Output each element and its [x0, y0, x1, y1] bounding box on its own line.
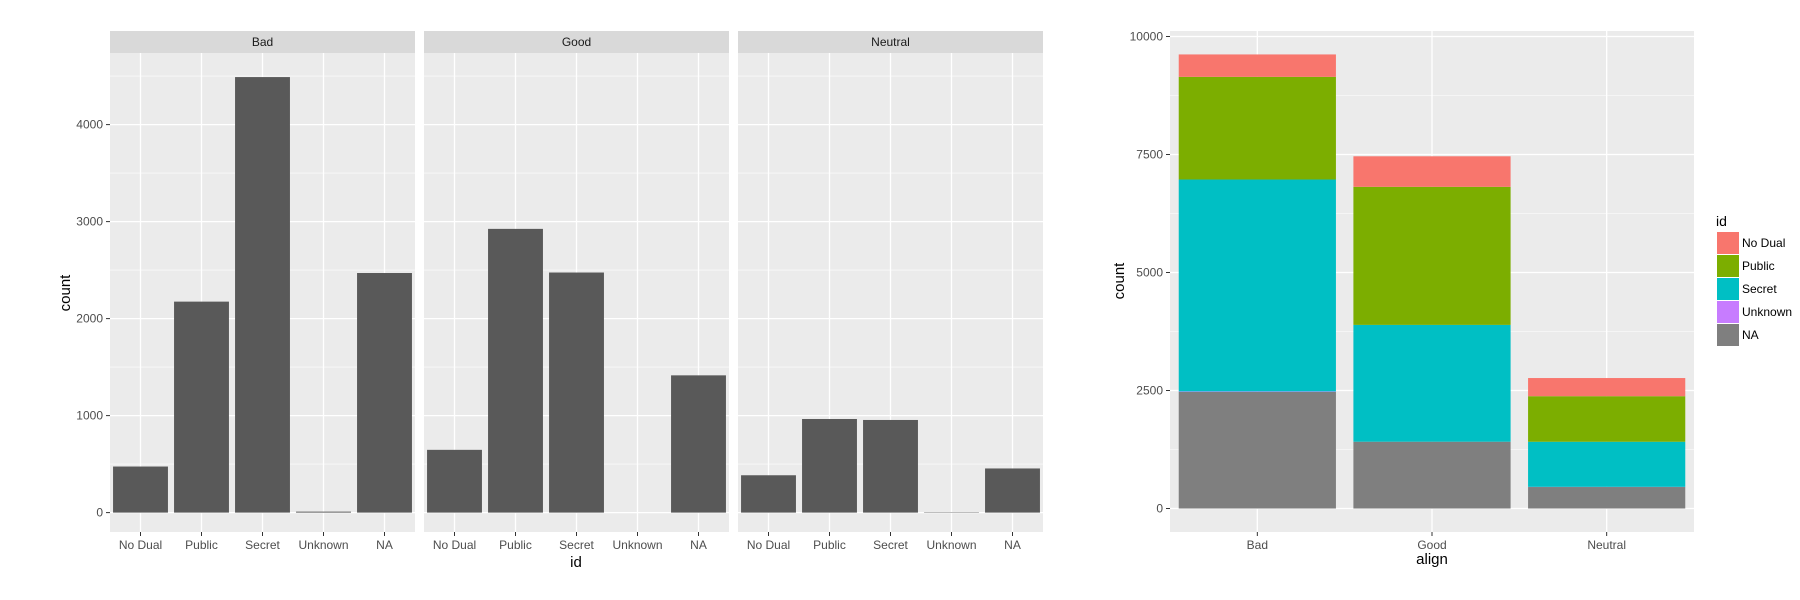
y-tick-label: 1000	[76, 409, 103, 423]
x-tick-label: Secret	[245, 538, 280, 552]
x-tick-label: Secret	[873, 538, 908, 552]
legend-key-secret	[1717, 278, 1739, 300]
bar-good-na	[671, 375, 726, 513]
bar-good-no-dual	[427, 449, 482, 513]
legend-label: NA	[1742, 328, 1759, 342]
x-tick-label: Bad	[1247, 538, 1268, 552]
legend-key-na	[1717, 324, 1739, 346]
y-tick-label: 10000	[1130, 30, 1164, 44]
x-tick-label: NA	[1004, 538, 1021, 552]
x-tick-label: Unknown	[298, 538, 348, 552]
x-tick-label: No Dual	[747, 538, 790, 552]
y-tick-label: 5000	[1136, 266, 1163, 280]
bar-neutral-no-dual	[741, 475, 796, 513]
x-tick-label: Unknown	[612, 538, 662, 552]
bar-bad-public	[174, 301, 229, 513]
x-tick-label: NA	[690, 538, 707, 552]
bar-bad-na	[357, 273, 412, 513]
bar-segment-bad-secret	[1178, 179, 1336, 392]
facet-strip	[424, 31, 729, 53]
facet-strip	[110, 31, 415, 53]
legend-label: No Dual	[1742, 236, 1785, 250]
bar-good-secret	[549, 272, 604, 513]
facet-strip-label: Good	[562, 35, 591, 49]
bar-segment-bad-na	[1178, 391, 1336, 509]
faceted-bar-chart: Bad No Dual Public Secret Unknown NA Good No Du…	[57, 31, 1043, 571]
x-tick-label: Public	[185, 538, 218, 552]
legend-label: Public	[1742, 259, 1775, 273]
legend-label: Secret	[1742, 282, 1777, 296]
bar-segment-neutral-na	[1528, 487, 1686, 509]
x-axis-title: align	[1416, 551, 1448, 568]
stacked-bar-chart: Bad Good Neutral 0 2500 5000 7500 10000 align cou…	[1111, 30, 1792, 569]
y-axis-title: count	[1111, 262, 1128, 300]
bar-neutral-public	[802, 418, 857, 513]
x-tick-label: Unknown	[926, 538, 976, 552]
y-tick-label: 0	[96, 506, 103, 520]
bar-bad-unknown	[296, 511, 351, 513]
bar-segment-neutral-secret	[1528, 441, 1686, 487]
legend: id No Dual Public Secret Unknown NA	[1716, 213, 1792, 346]
legend-key-no-dual	[1717, 232, 1739, 254]
bar-segment-good-public	[1353, 186, 1511, 325]
bar-segment-neutral-public	[1528, 396, 1686, 442]
facet-strip-label: Bad	[252, 35, 273, 49]
facet-strip-label: Neutral	[871, 35, 910, 49]
y-tick-label: 3000	[76, 215, 103, 229]
x-tick-label: No Dual	[433, 538, 476, 552]
bar-bad-secret	[235, 77, 290, 513]
bar-bad-no-dual	[113, 466, 168, 513]
facet-panel-good: Good No Dual Public Secret Unknown NA	[424, 31, 729, 552]
x-tick-label: Good	[1417, 538, 1446, 552]
bar-segment-bad-no-dual	[1178, 54, 1336, 77]
x-tick-label: Public	[813, 538, 846, 552]
y-tick-label: 7500	[1136, 148, 1163, 162]
x-tick-label: Public	[499, 538, 532, 552]
bar-neutral-secret	[863, 419, 918, 513]
bar-good-public	[488, 228, 543, 513]
y-axis-title: count	[57, 274, 74, 312]
legend-key-public	[1717, 255, 1739, 277]
x-tick-label: Neutral	[1587, 538, 1626, 552]
facet-panel-neutral: Neutral No Dual Public Secret Unknown NA	[738, 31, 1043, 552]
bar-segment-good-secret	[1353, 324, 1511, 442]
facet-panel-bad: Bad No Dual Public Secret Unknown NA	[110, 31, 415, 552]
legend-label: Unknown	[1742, 305, 1792, 319]
bar-segment-good-na	[1353, 441, 1511, 509]
facet-strip	[738, 31, 1043, 53]
x-tick-label: NA	[376, 538, 393, 552]
bar-segment-good-no-dual	[1353, 156, 1511, 187]
x-tick-label: No Dual	[119, 538, 162, 552]
legend-key-unknown	[1717, 301, 1739, 323]
bar-segment-bad-public	[1178, 76, 1336, 180]
y-tick-label: 2000	[76, 312, 103, 326]
bar-segment-neutral-no-dual	[1528, 378, 1686, 397]
x-axis-title: id	[570, 554, 582, 571]
legend-title: id	[1716, 213, 1727, 229]
x-tick-label: Secret	[559, 538, 594, 552]
bar-neutral-na	[985, 468, 1040, 513]
y-tick-label: 4000	[76, 118, 103, 132]
y-tick-label: 2500	[1136, 384, 1163, 398]
y-tick-label: 0	[1156, 502, 1163, 516]
